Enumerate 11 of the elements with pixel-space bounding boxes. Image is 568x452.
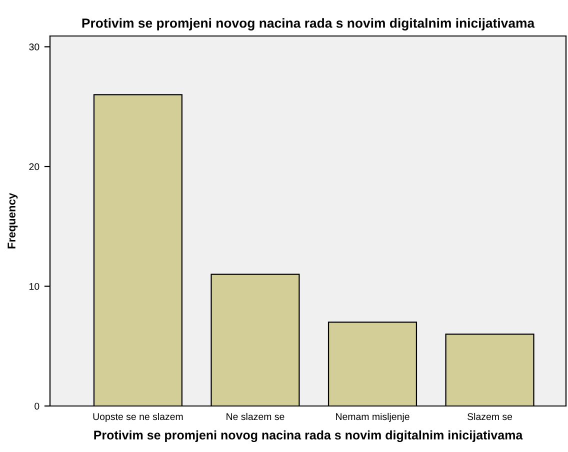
x-axis-title: Protivim se promjeni novog nacina rada s novim digitalnim inicijativama xyxy=(94,430,523,442)
y-tick-label: 0 xyxy=(34,402,40,410)
chart-title: Protivim se promjeni novog nacina rada s novim digitalnim inicijativama xyxy=(82,18,535,30)
x-tick-label: Slazem se xyxy=(468,412,512,420)
x-tick-label: Nemam misljenje xyxy=(336,412,410,422)
y-axis-title: Frequency xyxy=(8,192,18,248)
y-tick-label: 10 xyxy=(30,282,40,290)
x-tick-label: Uopste se ne slazem xyxy=(93,412,183,422)
y-tick-label: 30 xyxy=(29,44,40,50)
y-tick-label: 20 xyxy=(29,163,40,170)
x-tick-label: Ne slazem se xyxy=(226,412,284,420)
